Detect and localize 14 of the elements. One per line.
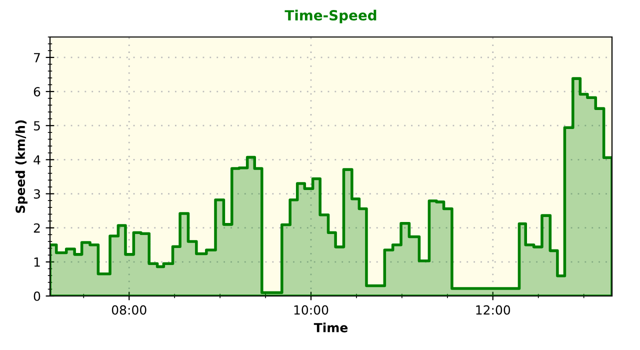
x-tick-label: 08:00 xyxy=(112,305,146,315)
y-tick-label: 5 xyxy=(34,121,40,131)
y-tick-label: 0 xyxy=(34,291,40,301)
y-tick-label: 2 xyxy=(34,223,40,233)
y-axis-title: Speed (km/h) xyxy=(15,120,28,213)
x-tick-label: 12:00 xyxy=(476,305,510,315)
x-tick-label: 10:00 xyxy=(294,305,328,315)
y-tick-label: 4 xyxy=(34,155,40,164)
x-axis-title: Time xyxy=(314,322,348,332)
y-tick-label: 1 xyxy=(34,258,40,267)
y-tick-label: 6 xyxy=(34,87,40,96)
y-tick-label: 7 xyxy=(34,53,40,62)
chart-title: Time-Speed xyxy=(284,10,376,24)
y-tick-label: 3 xyxy=(34,189,40,199)
